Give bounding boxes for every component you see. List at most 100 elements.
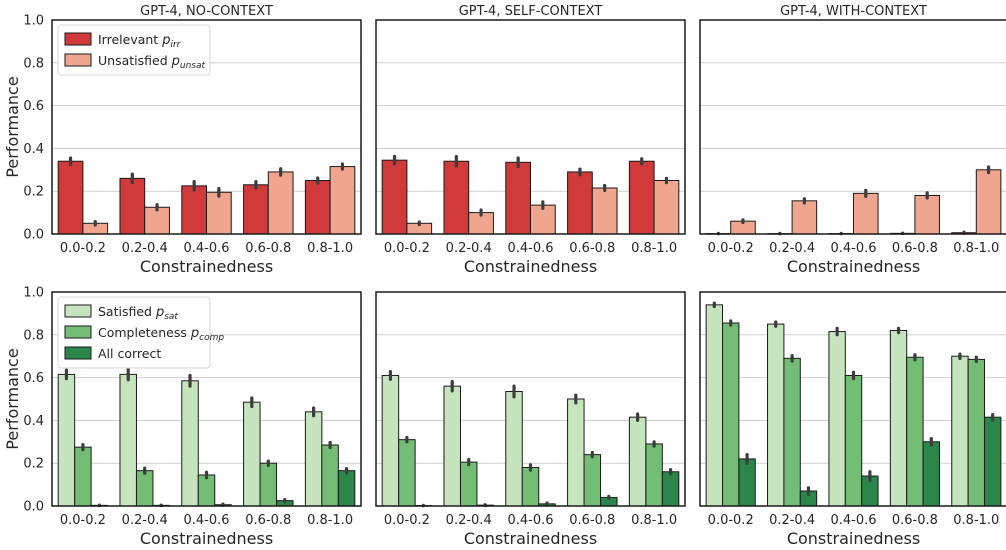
x-tick-label: 0.2-0.4 <box>446 241 492 256</box>
bar <box>505 391 523 507</box>
chart-panel-4: 0.0-0.2 0.2-0.4 0.4-0.6 0.6-0.8 0.8-1.0 Const… <box>3 286 362 548</box>
x-tick-label: 0.6-0.8 <box>569 241 615 256</box>
bar <box>259 462 278 507</box>
y-axis-label: Performance <box>3 76 22 177</box>
y-tick-label: 0.6 <box>23 371 44 386</box>
panel-title: GPT-4, WITH-CONTEXT <box>780 4 927 19</box>
bar <box>119 177 146 235</box>
chart-panel-2: 0.0-0.2 0.2-0.4 0.4-0.6 0.6-0.8 0.8-1.0 Const… <box>375 4 686 276</box>
bar <box>983 416 1002 507</box>
bar <box>381 159 408 235</box>
y-tick-label: 1.0 <box>23 14 44 29</box>
axes-frame <box>699 291 1006 507</box>
bar <box>57 373 76 507</box>
bar <box>321 444 339 507</box>
bar <box>381 374 400 507</box>
bar <box>906 356 924 507</box>
axes-frame <box>51 19 362 235</box>
bar <box>922 441 940 507</box>
bar <box>975 169 1002 235</box>
bar <box>661 471 680 507</box>
bar <box>567 171 593 235</box>
x-tick-label: 0.0-0.2 <box>708 513 754 528</box>
y-tick-label: 0.0 <box>23 500 44 515</box>
x-tick-label: 0.6-0.8 <box>892 513 938 528</box>
x-tick-label: 0.6-0.8 <box>245 513 291 528</box>
bar <box>74 446 92 507</box>
bar <box>722 322 740 507</box>
x-axis-label: Constrainedness <box>787 529 920 548</box>
legend-swatch <box>64 325 92 339</box>
bar <box>791 200 818 235</box>
x-tick-label: 0.4-0.6 <box>183 513 229 528</box>
x-tick-label: 0.0-0.2 <box>60 241 106 256</box>
bar <box>628 160 655 235</box>
bar <box>853 192 879 235</box>
x-axis-label: Constrainedness <box>140 529 273 548</box>
bar <box>243 401 261 507</box>
bar <box>443 385 461 507</box>
bar <box>267 171 294 235</box>
bar <box>337 470 356 507</box>
bar <box>197 474 216 507</box>
bar <box>783 357 801 507</box>
x-tick-label: 0.2-0.4 <box>122 513 168 528</box>
bar <box>530 204 556 235</box>
x-tick-label: 0.0-0.2 <box>384 241 430 256</box>
legend-entry: Irrelevant pirr <box>98 32 182 50</box>
bar <box>738 458 756 507</box>
x-tick-label: 0.4-0.6 <box>830 241 876 256</box>
panel-title: GPT-4, NO-CONTEXT <box>140 4 273 19</box>
y-axis-label: Performance <box>3 348 22 449</box>
chart-panel-5: 0.0-0.2 0.2-0.4 0.4-0.6 0.6-0.8 0.8-1.0 Const… <box>375 291 686 548</box>
y-tick-label: 0.4 <box>23 414 44 429</box>
x-axis-label: Constrainedness <box>464 529 597 548</box>
bar <box>181 380 199 507</box>
bar <box>645 443 663 507</box>
x-tick-label: 0.2-0.4 <box>446 513 492 528</box>
x-tick-label: 0.6-0.8 <box>569 513 615 528</box>
bar <box>828 331 846 507</box>
bar <box>398 439 416 507</box>
bar <box>243 184 269 235</box>
x-tick-label: 0.2-0.4 <box>122 241 168 256</box>
bar <box>206 191 232 235</box>
bar <box>329 166 356 235</box>
y-tick-label: 0.6 <box>23 99 44 114</box>
y-tick-label: 0.2 <box>23 185 44 200</box>
y-tick-label: 0.8 <box>23 56 44 71</box>
y-tick-label: 0.2 <box>23 457 44 472</box>
bar <box>135 470 154 507</box>
y-tick-label: 0.4 <box>23 142 44 157</box>
y-tick-label: 0.8 <box>23 328 44 343</box>
chart-panel-3: 0.0-0.2 0.2-0.4 0.4-0.6 0.6-0.8 0.8-1.0 Const… <box>699 4 1006 276</box>
bar <box>119 373 137 507</box>
bar <box>653 180 680 235</box>
legend-box <box>57 24 211 76</box>
legend-swatch <box>64 53 92 67</box>
legend-swatch <box>64 346 92 360</box>
x-tick-label: 0.6-0.8 <box>892 241 938 256</box>
axes-frame <box>699 19 1006 235</box>
x-tick-label: 0.0-0.2 <box>60 513 106 528</box>
x-tick-label: 0.8-1.0 <box>307 513 353 528</box>
x-tick-label: 0.4-0.6 <box>507 513 553 528</box>
bar <box>967 358 985 507</box>
bar <box>304 180 331 235</box>
chart-panel-1: 0.0-0.2 0.2-0.4 0.4-0.6 0.6-0.8 0.8-1.0 Const… <box>3 4 362 276</box>
axes-frame <box>375 19 686 235</box>
bar <box>951 355 969 507</box>
bar <box>583 454 602 507</box>
y-tick-label: 0.0 <box>23 228 44 243</box>
legend-swatch <box>64 32 92 46</box>
legend-entry: Unsatisfied punsat <box>98 53 205 71</box>
y-tick-label: 1.0 <box>23 286 44 301</box>
axes-frame <box>51 291 362 507</box>
x-tick-label: 0.6-0.8 <box>245 241 291 256</box>
x-tick-label: 0.8-1.0 <box>953 241 999 256</box>
bar <box>505 161 531 235</box>
bar <box>304 411 323 507</box>
axes-frame <box>375 291 686 507</box>
x-tick-label: 0.8-1.0 <box>631 513 677 528</box>
